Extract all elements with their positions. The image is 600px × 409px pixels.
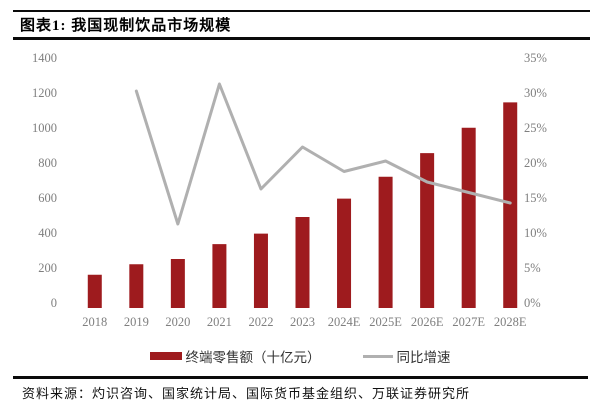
x-axis-label-2021: 2021 [207, 315, 232, 329]
bar-2018 [87, 274, 102, 308]
x-axis-label-2024E: 2024E [328, 315, 361, 329]
left-axis-tick: 400 [38, 226, 57, 240]
header-rule-bottom [13, 37, 590, 40]
x-axis-label-2025E: 2025E [369, 315, 402, 329]
x-axis-label-2026E: 2026E [411, 315, 444, 329]
bar-2020 [170, 259, 185, 308]
legend-item-yoy-growth: 同比增速 [362, 346, 451, 366]
legend-label-retail-sales: 终端零售额（十亿元） [185, 350, 321, 365]
bar-2024E [337, 198, 352, 308]
bar-2019 [129, 264, 144, 308]
header-rule-top [13, 10, 590, 12]
right-axis-tick: 10% [524, 226, 547, 240]
x-axis-label-2027E: 2027E [452, 315, 485, 329]
right-axis-tick: 35% [524, 51, 547, 65]
left-axis-tick: 600 [38, 191, 57, 205]
x-axis-label-2019: 2019 [124, 315, 149, 329]
bar-2021 [212, 244, 227, 308]
left-axis-tick: 1400 [32, 51, 57, 65]
right-axis-tick: 15% [524, 191, 547, 205]
bar-2023 [295, 217, 310, 308]
chart-legend: 终端零售额（十亿元） 同比增速 [0, 346, 600, 366]
yoy-growth-line [134, 82, 512, 226]
right-axis-tick: 5% [524, 261, 541, 275]
x-axis-label-2023: 2023 [290, 315, 315, 329]
right-axis-tick: 30% [524, 86, 547, 100]
right-axis-tick: 0% [524, 296, 541, 310]
legend-label-yoy-growth: 同比增速 [396, 350, 451, 365]
left-axis-tick: 200 [38, 261, 57, 275]
left-axis-tick: 1200 [32, 86, 57, 100]
right-axis-tick: 25% [524, 121, 547, 135]
bar-series-swatch [149, 352, 182, 360]
left-axis-tick: 1000 [32, 121, 57, 135]
left-axis-tick: 800 [38, 156, 57, 170]
line-series-swatch [362, 354, 393, 358]
x-axis-label-2018: 2018 [82, 315, 107, 329]
footer-rule [13, 376, 588, 379]
bar-2025E [378, 176, 393, 308]
bar-2026E [420, 153, 435, 308]
x-axis-label-2020: 2020 [165, 315, 190, 329]
bar-2022 [253, 233, 268, 308]
bar-2028E [503, 102, 518, 308]
figure-title: 图表1: 我国现制饮品市场规模 [20, 18, 232, 34]
right-axis-tick: 20% [524, 156, 547, 170]
legend-item-retail-sales: 终端零售额（十亿元） [149, 346, 321, 366]
left-axis-tick: 0 [51, 296, 57, 310]
bar-2027E [461, 127, 476, 308]
source-note: 资料来源：灼识咨询、国家统计局、国际货币基金组织、万联证券研究所 [22, 386, 471, 401]
x-axis-label-2022: 2022 [248, 315, 273, 329]
x-axis-label-2028E: 2028E [494, 315, 527, 329]
